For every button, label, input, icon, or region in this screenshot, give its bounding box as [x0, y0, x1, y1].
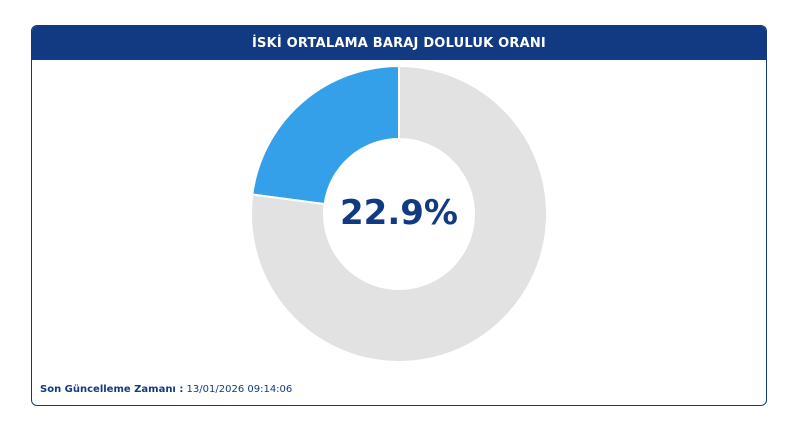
- donut-chart-svg: [250, 64, 548, 363]
- last-update: Son Güncelleme Zamanı : 13/01/2026 09:14…: [40, 384, 292, 395]
- dam-occupancy-card: İSKİ ORTALAMA BARAJ DOLULUK ORANI 22.9% …: [31, 25, 767, 406]
- donut-chart: 22.9%: [32, 60, 766, 365]
- card-title: İSKİ ORTALAMA BARAJ DOLULUK ORANI: [32, 26, 766, 60]
- donut-slice-filled: [251, 64, 400, 206]
- last-update-label: Son Güncelleme Zamanı :: [40, 384, 184, 395]
- last-update-timestamp: 13/01/2026 09:14:06: [186, 384, 293, 395]
- donut-slice-empty: [250, 64, 548, 363]
